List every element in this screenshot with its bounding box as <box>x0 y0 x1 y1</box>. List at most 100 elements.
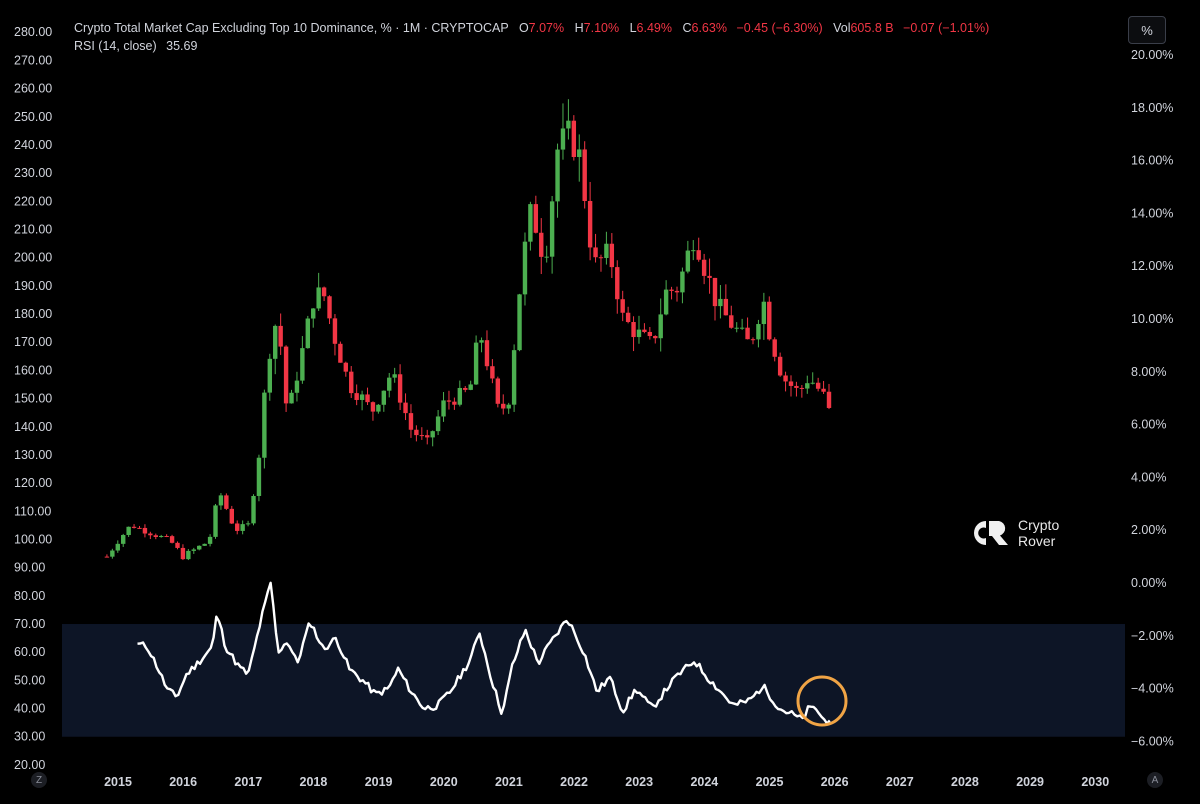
left-axis-tick: 90.00 <box>14 561 45 575</box>
candle-body <box>408 413 414 430</box>
left-axis-tick: 240.00 <box>14 138 52 152</box>
candle-body <box>294 380 300 393</box>
candle-body <box>636 329 642 338</box>
candle-body <box>484 340 490 367</box>
candle-body <box>387 377 392 391</box>
right-axis-tick: 20.00% <box>1131 48 1173 62</box>
right-axis-tick: −6.00% <box>1131 734 1174 748</box>
x-axis-tick: 2022 <box>560 775 588 789</box>
candle-body <box>419 435 425 437</box>
candle-body <box>571 120 577 158</box>
candle-body <box>153 535 158 538</box>
left-axis-tick: 280.00 <box>14 25 52 39</box>
candle-body <box>691 250 696 252</box>
candle-body <box>463 387 468 390</box>
auto-scale-button[interactable]: A <box>1147 772 1163 788</box>
candle-body <box>321 287 327 297</box>
crypto-rover-logo: Crypto Rover <box>968 517 1059 549</box>
x-axis-tick: 2026 <box>821 775 849 789</box>
candle-body <box>131 526 137 528</box>
candle-body <box>528 204 533 242</box>
candle-body <box>354 393 359 400</box>
candle-body <box>647 331 653 337</box>
candle-body <box>224 495 229 509</box>
candle-body <box>490 366 495 379</box>
candle-body <box>750 339 756 341</box>
candle-body <box>235 523 240 531</box>
candle-body <box>376 404 381 412</box>
candle-body <box>777 356 783 376</box>
candle-body <box>674 290 680 293</box>
candle-body <box>506 404 511 409</box>
left-axis-tick: 80.00 <box>14 589 45 603</box>
candle-body <box>723 298 729 316</box>
high-label: H <box>574 21 584 35</box>
candle-body <box>739 327 745 329</box>
left-axis-tick: 150.00 <box>14 392 52 406</box>
left-axis-tick: 70.00 <box>14 617 45 631</box>
candle-body <box>669 289 674 291</box>
candle-body <box>783 375 788 382</box>
candle-body <box>327 296 332 319</box>
candle-body <box>142 527 148 534</box>
candle-body <box>761 301 767 325</box>
candle-body <box>615 267 620 300</box>
left-axis-tick: 110.00 <box>14 504 51 518</box>
candle-body <box>555 149 560 202</box>
candle-body <box>267 358 272 393</box>
open-label: O <box>518 21 529 35</box>
x-axis-tick: 2030 <box>1081 775 1109 789</box>
candle-body <box>767 301 772 340</box>
candle-body <box>788 381 794 386</box>
candle-body <box>826 391 832 408</box>
candle-body <box>202 543 207 546</box>
left-axis-tick: 100.00 <box>14 532 52 546</box>
candle-body <box>729 315 734 328</box>
candle-body <box>338 343 343 363</box>
candle-body <box>620 299 625 313</box>
symbol-title[interactable]: Crypto Total Market Cap Excluding Top 10… <box>74 21 509 35</box>
candle-body <box>245 523 251 525</box>
candle-body <box>517 294 522 351</box>
candle-body <box>207 536 213 544</box>
candle-body <box>213 505 218 537</box>
watermark-line1: Crypto <box>1018 517 1060 533</box>
right-axis-tick: 8.00% <box>1131 365 1166 379</box>
close-label: C <box>682 21 692 35</box>
candle-body <box>457 387 463 405</box>
rsi-highlight-circle <box>796 675 848 727</box>
candle-body <box>381 390 387 405</box>
candle-body <box>511 350 517 405</box>
x-axis-tick: 2016 <box>169 775 197 789</box>
volume-value: 605.8 B <box>850 21 894 35</box>
candle-body <box>273 325 278 359</box>
zoom-corner-button[interactable]: Z <box>31 772 47 788</box>
candle-body <box>305 318 311 349</box>
candle-body <box>473 342 479 385</box>
volume-label: Vol <box>833 21 851 35</box>
left-axis-tick: 120.00 <box>14 476 52 490</box>
candle-body <box>414 429 419 436</box>
percent-scale-button[interactable]: % <box>1128 16 1166 44</box>
watermark-line2: Rover <box>1018 533 1056 549</box>
candle-body <box>240 524 245 531</box>
left-axis-tick: 260.00 <box>14 82 52 96</box>
candle-body <box>805 383 810 389</box>
candle-body <box>397 374 403 403</box>
rsi-value: 35.69 <box>166 39 198 53</box>
candle-body <box>403 402 408 414</box>
candle-body <box>696 250 701 260</box>
x-axis-tick: 2021 <box>495 775 523 789</box>
x-axis-tick: 2015 <box>104 775 132 789</box>
candle-body <box>501 403 506 409</box>
high-value: 7.10% <box>583 21 620 35</box>
candle-body <box>685 250 691 272</box>
rsi-label[interactable]: RSI (14, close) <box>74 39 157 53</box>
candle-body <box>745 327 750 340</box>
candle-body <box>734 327 739 329</box>
right-axis-tick: −4.00% <box>1131 682 1174 696</box>
candle-body <box>370 402 376 412</box>
candle-body <box>262 392 267 458</box>
candle-body <box>533 204 539 233</box>
